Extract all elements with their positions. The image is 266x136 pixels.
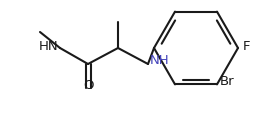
Text: Br: Br: [220, 75, 235, 88]
Text: F: F: [243, 39, 251, 52]
Text: NH: NH: [150, 54, 170, 67]
Text: HN: HN: [38, 41, 58, 53]
Text: O: O: [83, 79, 93, 92]
